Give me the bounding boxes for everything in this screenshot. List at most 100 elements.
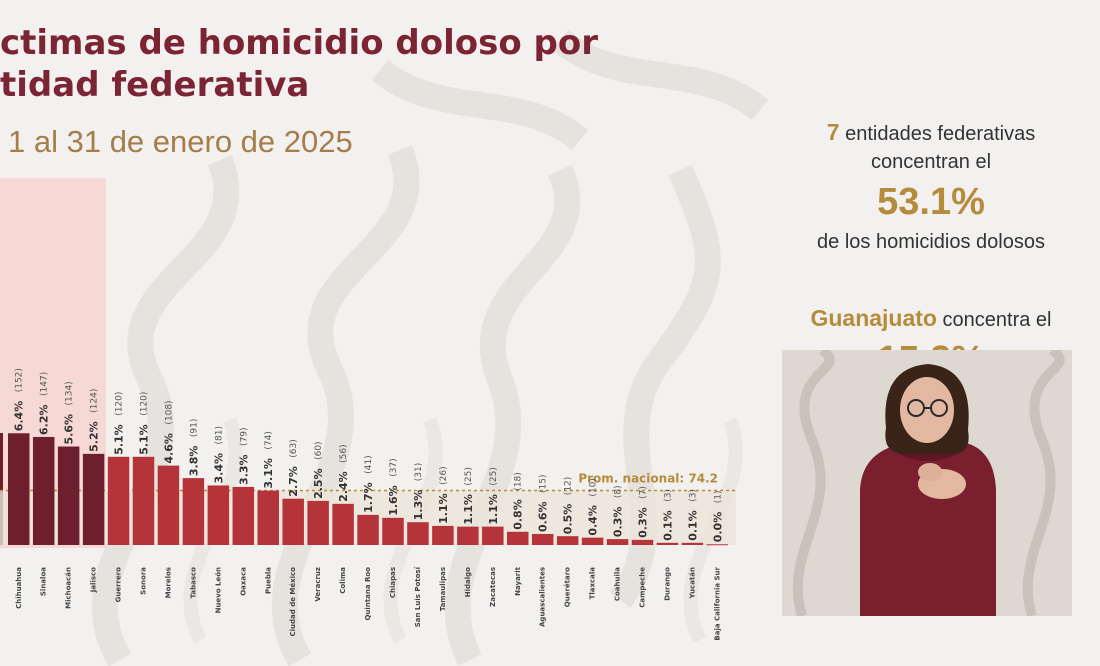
percent-label-1: 6.2% <box>38 404 51 435</box>
count-label-28: (1) <box>713 491 723 504</box>
percent-label-27: 0.1% <box>686 510 699 541</box>
category-label-24: Coahuila <box>614 567 622 601</box>
bar-8 <box>207 485 230 545</box>
category-label-0: Chihuahua <box>15 567 23 609</box>
bar-16 <box>407 522 429 545</box>
count-label-20: (18) <box>514 472 524 490</box>
percent-label-8: 3.4% <box>212 453 225 484</box>
count-label-13: (56) <box>339 444 349 462</box>
count-label-14: (41) <box>364 455 374 473</box>
percent-label-24: 0.3% <box>612 507 625 538</box>
count-label-2: (134) <box>65 381 75 405</box>
count-label-19: (25) <box>489 467 499 485</box>
bar-25 <box>631 539 654 545</box>
guanajuato-text: concentra el <box>942 309 1052 331</box>
bar-22 <box>556 536 579 545</box>
percent-label-4: 5.1% <box>113 424 126 455</box>
percent-label-5: 5.1% <box>138 424 151 455</box>
percent-label-20: 0.8% <box>512 499 525 530</box>
bar-9 <box>232 486 255 545</box>
bar-1 <box>32 436 55 545</box>
bar-4 <box>107 456 130 545</box>
count-label-21: (15) <box>539 474 549 492</box>
category-label-8: Nuevo León <box>214 567 222 613</box>
category-label-15: Chiapas <box>389 567 397 598</box>
summary-count: 7 <box>826 119 840 145</box>
count-label-16: (31) <box>414 463 424 481</box>
bar-10 <box>257 490 279 545</box>
category-label-28: Baja California Sur <box>713 566 721 640</box>
bar-14 <box>357 514 379 545</box>
count-label-24: (8) <box>614 485 624 498</box>
guanajuato-label: Guanajuato <box>810 305 937 331</box>
category-label-11: Ciudad de México <box>289 567 297 637</box>
percent-label-2: 5.6% <box>63 414 76 445</box>
category-label-4: Guerrero <box>115 567 123 603</box>
category-label-12: Veracruz <box>314 567 322 602</box>
count-label-4: (120) <box>115 392 125 416</box>
chart-title: ctimas de homicidio doloso por tidad fed… <box>0 22 598 106</box>
percent-label-14: 1.7% <box>362 482 375 513</box>
percent-label-10: 3.1% <box>262 458 275 489</box>
bar-21 <box>531 533 554 545</box>
period-subtitle: 1 al 31 de enero de 2025 <box>8 124 353 159</box>
category-label-1: Sinaloa <box>40 567 48 596</box>
percent-label-28: 0.0% <box>711 512 724 543</box>
percent-label-7: 3.8% <box>187 446 200 477</box>
count-label-6: (108) <box>164 400 174 424</box>
bar-13 <box>332 503 354 545</box>
percent-label-26: 0.1% <box>661 510 674 541</box>
percent-label-21: 0.6% <box>537 501 550 532</box>
bar-7 <box>182 478 205 545</box>
bar-23 <box>581 537 604 545</box>
percent-label-15: 1.6% <box>387 485 400 516</box>
bar-6 <box>157 465 180 545</box>
category-label-21: Aguascalientes <box>539 567 547 627</box>
category-label-14: Quintana Roo <box>364 567 372 621</box>
category-label-17: Tamaulipas <box>439 567 447 611</box>
category-label-13: Colima <box>339 567 347 594</box>
count-label-22: (12) <box>564 477 574 495</box>
bar-15 <box>382 517 404 545</box>
bar-28 <box>706 544 729 546</box>
count-label-1: (147) <box>40 372 50 396</box>
count-label-10: (74) <box>264 431 274 449</box>
percent-label-18: 1.1% <box>462 494 475 525</box>
percent-label-11: 2.7% <box>287 466 300 497</box>
count-label-26: (3) <box>663 489 673 502</box>
category-label-25: Campeche <box>639 567 647 608</box>
category-label-20: Nayarit <box>514 566 522 596</box>
percent-label-9: 3.3% <box>237 454 250 485</box>
category-label-18: Hidalgo <box>464 567 472 597</box>
bar-12 <box>307 500 329 545</box>
category-label-3: Jalisco <box>90 567 98 593</box>
percent-label-23: 0.4% <box>587 505 600 536</box>
guanajuato-line: Guanajuato concentra el <box>780 304 1082 334</box>
count-label-0: (152) <box>15 368 25 392</box>
category-label-5: Sonora <box>140 567 148 595</box>
percent-label-22: 0.5% <box>562 504 575 535</box>
bar-17 <box>432 525 454 545</box>
bar-5 <box>132 456 155 545</box>
category-label-26: Durango <box>663 567 671 601</box>
percent-label-16: 1.3% <box>412 490 425 521</box>
bar-3 <box>82 453 105 545</box>
count-label-7: (91) <box>189 419 199 437</box>
category-label-16: San Luis Potosí <box>414 566 422 627</box>
bar-18 <box>457 526 479 545</box>
percent-label-0: 6.4% <box>13 401 26 432</box>
percent-label-6: 4.6% <box>162 433 175 464</box>
percent-label-3: 5.2% <box>88 421 101 452</box>
summary-line-entities: 7 entidades federativas <box>780 118 1082 148</box>
count-label-23: (10) <box>589 478 599 496</box>
category-label-27: Yucatán <box>688 567 696 599</box>
category-label-6: Morelos <box>164 567 172 598</box>
category-label-9: Oaxaca <box>239 567 247 596</box>
count-label-27: (3) <box>688 489 698 502</box>
summary-text-3: de los homicidios dolosos <box>817 231 1045 253</box>
summary-text-2: concentran el <box>870 151 992 173</box>
count-label-11: (63) <box>289 439 299 457</box>
count-label-5: (120) <box>140 392 150 416</box>
percent-label-25: 0.3% <box>637 507 650 538</box>
bar-2 <box>57 446 80 545</box>
